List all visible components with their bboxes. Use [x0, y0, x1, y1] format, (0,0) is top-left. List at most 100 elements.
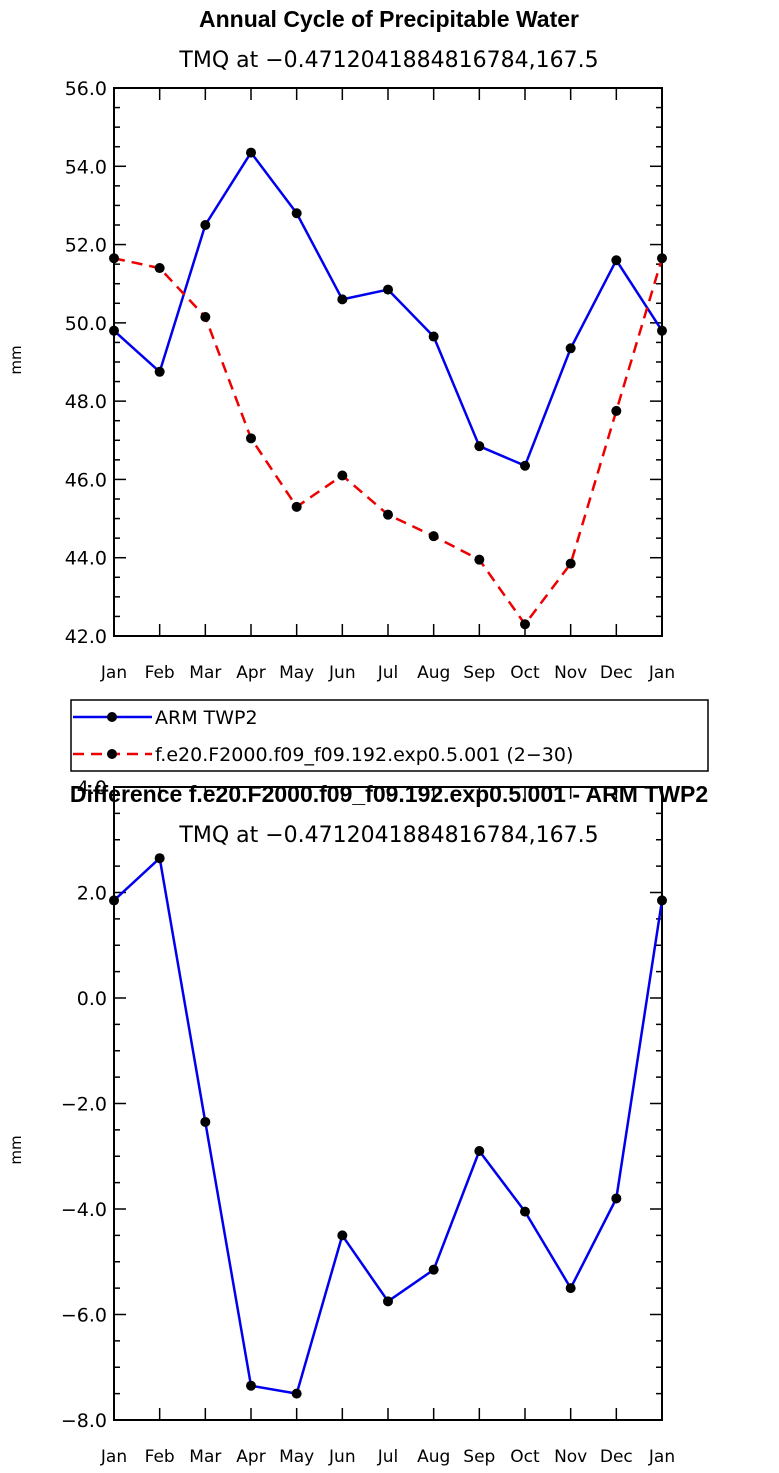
chart2-ytick-label: 4.0 [77, 777, 107, 799]
chart2-subtitle: TMQ at −0.4712041884816784,167.5 [178, 823, 598, 848]
chart2-series-0-point [337, 1230, 348, 1241]
chart2-series-0-point [200, 1116, 211, 1127]
legend-box [70, 699, 709, 772]
legend-label-arm: ARM TWP2 [155, 707, 258, 729]
chart2-xtick-label: Nov [554, 1447, 587, 1467]
chart1-series-0-point [337, 294, 348, 305]
chart1-series-0-point [154, 366, 165, 377]
chart2-xtick-label: Jul [377, 1447, 399, 1467]
chart2-xtick-label: May [279, 1447, 314, 1467]
chart1-xtick-label: Sep [463, 663, 495, 683]
chart2-series-0-point [291, 1388, 302, 1399]
chart2-series-0-point [383, 1296, 393, 1307]
chart1-xtick-label: Dec [600, 663, 633, 683]
chart2-ytick-label: 2.0 [77, 883, 107, 905]
chart1-legend: ARM TWP2 f.e20.F2000.f09_f09.192.exp0.5.… [70, 699, 709, 772]
chart1-series-1-point [474, 554, 485, 565]
chart1-series-1-point [428, 531, 439, 542]
chart1-series-1-point [565, 558, 576, 569]
chart1-series-1-point [246, 433, 256, 444]
chart1-title: Annual Cycle of Precipitable Water [199, 6, 579, 32]
chart2-xtick-label: Aug [417, 1447, 450, 1467]
chart1-series-0-point [246, 147, 256, 158]
chart1-series-0-point [109, 325, 119, 336]
chart1-series-1-point [337, 470, 348, 481]
chart1-ytick-label: 52.0 [65, 235, 107, 257]
chart1-series-1-point [291, 501, 302, 512]
chart1-xtick-label: Mar [189, 663, 221, 683]
chart2-series-0-line [113, 856, 664, 1395]
chart1-ytick-label: 46.0 [65, 469, 107, 491]
chart2-series-0-point [565, 1283, 576, 1294]
chart1-series-0-point [611, 255, 622, 266]
chart2-series-0-point [657, 895, 667, 906]
chart1-ytick-label: 48.0 [65, 391, 107, 413]
chart1-series-1-point [154, 263, 165, 274]
chart1-ytick-label: 54.0 [65, 156, 107, 178]
chart2-xtick-label: Dec [600, 1447, 633, 1467]
chart1-series-1-point [520, 619, 530, 630]
chart1-ytick-label: 56.0 [65, 78, 107, 100]
chart1-series-1-point [657, 253, 667, 264]
chart1-series-1-point [383, 509, 393, 520]
chart2-ytick-label: −8.0 [61, 1410, 107, 1432]
chart1-series-0-point [428, 331, 439, 342]
chart2-xtick-label: Oct [510, 1447, 540, 1467]
chart2-series-0-point [611, 1193, 622, 1204]
chart2-ytick-label: 0.0 [77, 988, 107, 1010]
chart1-series-0-point [383, 284, 393, 295]
chart1-ytick-label: 44.0 [65, 548, 107, 570]
legend-marker-arm [107, 712, 117, 722]
chart2-ytick-label: −6.0 [61, 1305, 107, 1327]
chart2-plot: −8.0 −6.0 −4.0 −2.0 0.0 2.0 4.0 Jan Feb Mar Apr May… [61, 777, 675, 1467]
chart1-xtick-label: Jan [100, 663, 127, 683]
chart1-series-1-point [109, 253, 119, 264]
chart1-series-1-point [611, 405, 622, 416]
chart1-ylabel: mm [7, 345, 25, 374]
chart2-ylabel: mm [7, 1135, 25, 1164]
chart1-series-0-point [474, 441, 485, 452]
chart2-xtick-label: Jan [100, 1447, 127, 1467]
chart2-xtick-label: Feb [145, 1447, 175, 1467]
chart1-series-0-point [565, 343, 576, 354]
chart1-series-0-point [657, 325, 667, 336]
chart1-plot: 42.0 44.0 46.0 48.0 50.0 52.0 54.0 56.0 Jan Feb Ma… [65, 78, 675, 683]
chart1-series-0-point [200, 220, 211, 230]
chart2-title: Difference f.e20.F2000.f09_f09.192.exp0.… [70, 781, 708, 807]
chart1-ytick-label: 42.0 [65, 626, 107, 648]
legend-marker-model [107, 749, 117, 759]
chart2-xtick-label: Jun [328, 1447, 356, 1467]
chart2-xtick-label: Sep [463, 1447, 495, 1467]
chart2-frame [113, 786, 663, 1421]
chart2-xtick-label: Jan [648, 1447, 675, 1467]
chart2-series-0-point [428, 1264, 439, 1275]
chart1-xtick-label: Nov [554, 663, 587, 683]
chart1-series-1-point [200, 311, 211, 322]
chart1-xtick-label: Jul [377, 663, 399, 683]
chart1-frame [113, 87, 663, 637]
chart1-xtick-label: Apr [236, 663, 265, 683]
chart1-ytick-label: 50.0 [65, 313, 107, 335]
chart1-xtick-label: Oct [510, 663, 540, 683]
legend-label-model: f.e20.F2000.f09_f09.192.exp0.5.001 (2−30… [155, 744, 573, 766]
chart2-xtick-label: Mar [189, 1447, 221, 1467]
chart2-series-0-point [154, 853, 165, 864]
chart1-series-0-line [113, 151, 664, 467]
chart1-xtick-label: Aug [417, 663, 450, 683]
chart2-series-0-point [109, 895, 119, 906]
chart2-series-0-point [246, 1380, 256, 1391]
chart2-series-0-point [520, 1206, 530, 1217]
chart2-ytick-label: −4.0 [61, 1199, 107, 1221]
chart1-subtitle: TMQ at −0.4712041884816784,167.5 [178, 48, 598, 73]
chart1-series-1-line [113, 257, 664, 626]
chart2-xtick-label: Apr [236, 1447, 265, 1467]
chart2-series-0-point [474, 1145, 485, 1156]
chart1-series-0-point [291, 208, 302, 219]
chart1-xtick-label: Feb [145, 663, 175, 683]
chart2-ytick-label: −2.0 [61, 1094, 107, 1116]
chart1-series-0-point [520, 460, 530, 471]
chart1-xtick-label: May [279, 663, 314, 683]
chart1-xtick-label: Jan [648, 663, 675, 683]
chart1-xtick-label: Jun [328, 663, 356, 683]
